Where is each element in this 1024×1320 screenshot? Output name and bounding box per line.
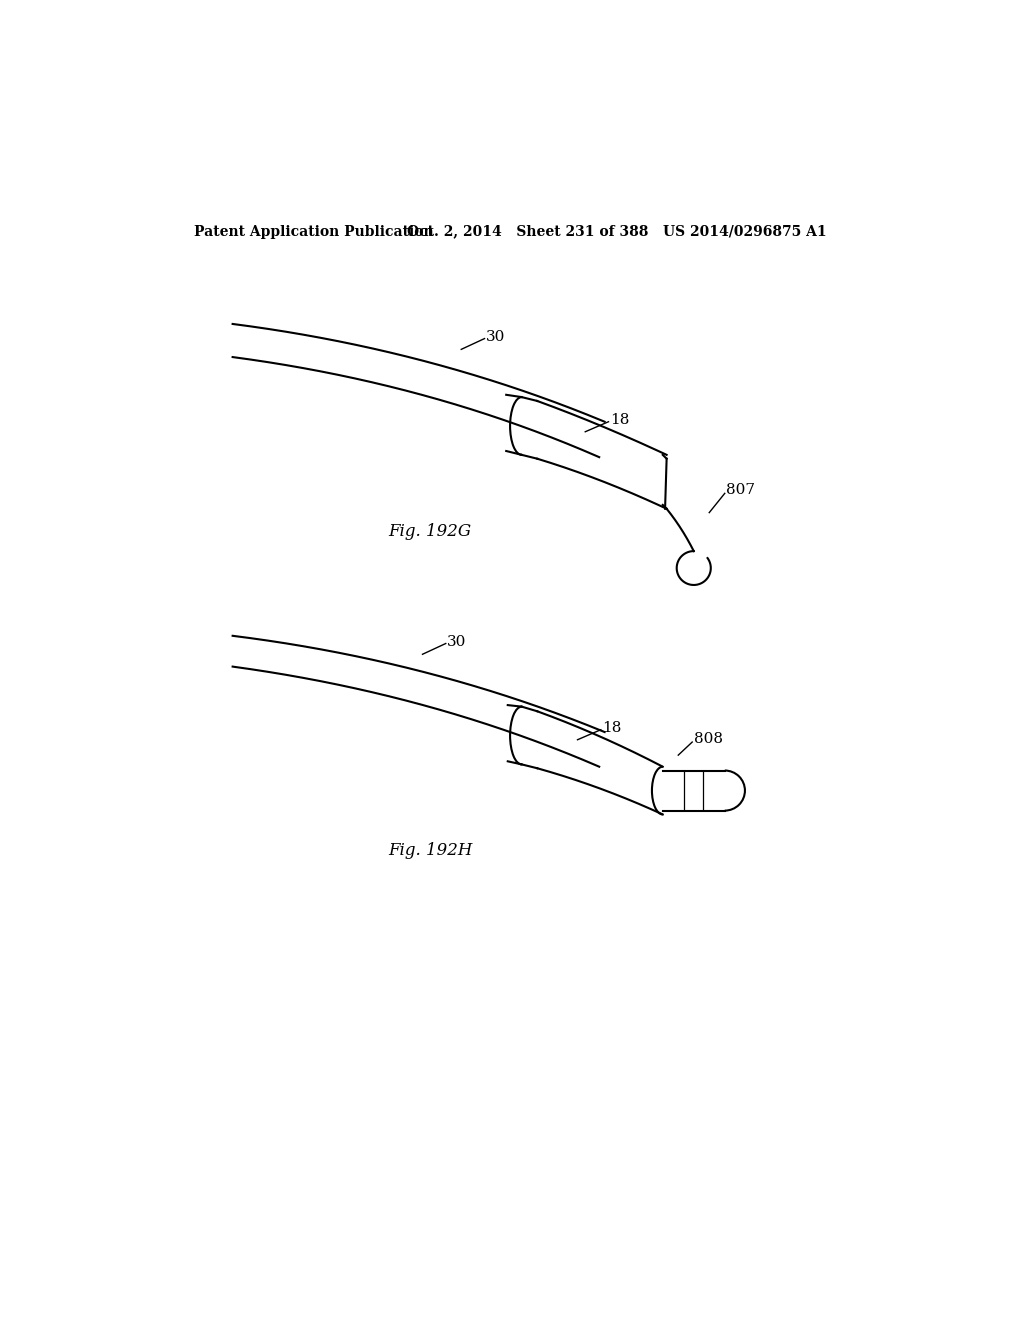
Text: 808: 808 — [693, 733, 723, 746]
Text: 18: 18 — [610, 413, 630, 428]
Text: 30: 30 — [447, 635, 467, 649]
Text: 30: 30 — [486, 330, 506, 345]
Text: Patent Application Publication: Patent Application Publication — [194, 224, 433, 239]
Text: Fig. 192G: Fig. 192G — [389, 523, 472, 540]
Text: 18: 18 — [602, 721, 622, 735]
Text: Fig. 192H: Fig. 192H — [388, 842, 472, 859]
Text: 807: 807 — [726, 483, 756, 496]
Text: Oct. 2, 2014   Sheet 231 of 388   US 2014/0296875 A1: Oct. 2, 2014 Sheet 231 of 388 US 2014/02… — [407, 224, 826, 239]
